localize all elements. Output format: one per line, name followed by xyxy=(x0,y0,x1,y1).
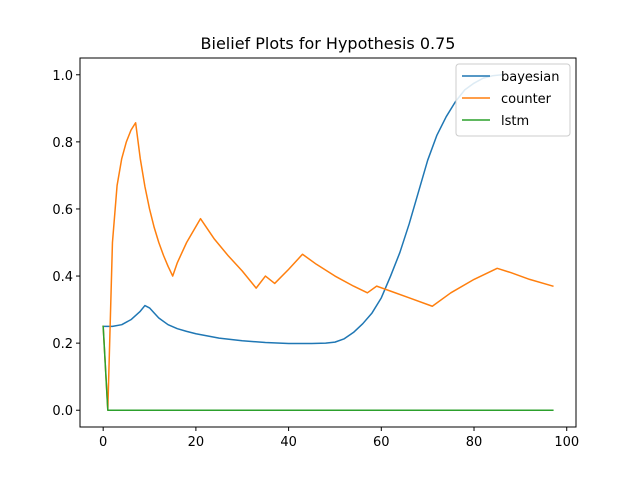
y-tick-label: 0.0 xyxy=(52,404,73,419)
x-tick-label: 100 xyxy=(554,435,579,450)
x-tick-label: 0 xyxy=(99,435,107,450)
series-line-lstm xyxy=(102,325,554,411)
y-tick-label: 0.6 xyxy=(52,203,73,218)
chart-title: Bielief Plots for Hypothesis 0.75 xyxy=(201,34,456,53)
y-tick-label: 0.4 xyxy=(52,270,73,285)
x-tick-label: 40 xyxy=(280,435,297,450)
x-axis: 0 20 40 60 80 100 xyxy=(99,427,579,450)
legend: bayesian counter lstm xyxy=(455,63,571,137)
y-tick-label: 1.0 xyxy=(52,69,73,84)
series-line-counter xyxy=(102,121,554,411)
legend-label-lstm: lstm xyxy=(501,114,529,129)
plot-frame xyxy=(79,57,577,428)
legend-box xyxy=(455,63,571,137)
x-tick-label: 20 xyxy=(188,435,205,450)
x-tick-label: 60 xyxy=(373,435,390,450)
y-tick-label: 0.2 xyxy=(52,337,73,352)
y-axis: 0.0 0.2 0.4 0.6 0.8 1.0 xyxy=(52,69,80,419)
series-layer xyxy=(102,73,554,411)
x-tick-label: 80 xyxy=(466,435,483,450)
legend-label-counter: counter xyxy=(501,92,552,107)
series-line-bayesian xyxy=(102,73,503,345)
legend-label-bayesian: bayesian xyxy=(501,70,560,85)
y-tick-label: 0.8 xyxy=(52,136,73,151)
